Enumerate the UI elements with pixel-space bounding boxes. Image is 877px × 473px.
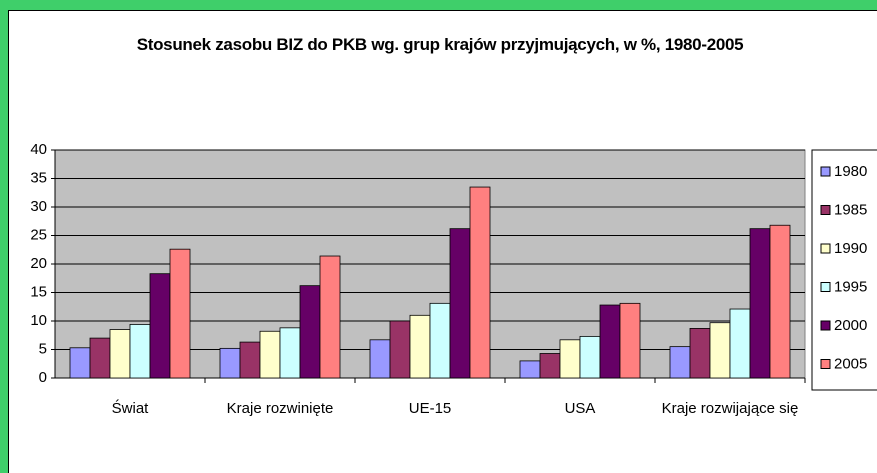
bar — [599, 304, 621, 379]
y-tick-label: 30 — [30, 198, 47, 215]
bar — [319, 255, 341, 379]
bar — [219, 347, 241, 379]
bar — [619, 302, 641, 379]
y-tick-label: 20 — [30, 255, 47, 272]
bar — [729, 308, 751, 379]
bar — [579, 335, 601, 379]
legend-label: 2005 — [834, 355, 867, 372]
bar — [539, 353, 561, 379]
bar — [709, 322, 731, 379]
chart-title: Stosunek zasobu BIZ do PKB wg. grup kraj… — [136, 35, 744, 54]
legend-swatch — [820, 320, 831, 331]
legend-label: 1985 — [834, 201, 867, 218]
bar — [429, 302, 451, 379]
y-tick-label: 0 — [39, 369, 47, 386]
bar — [519, 360, 541, 379]
bar — [409, 314, 431, 379]
x-tick-label: USA — [564, 400, 596, 417]
x-tick-label: Kraje rozwijające się — [661, 400, 799, 417]
bar — [669, 346, 691, 379]
y-tick-label: 40 — [30, 141, 47, 158]
y-tick-label: 5 — [39, 340, 47, 357]
bar — [749, 228, 771, 379]
legend-swatch — [820, 359, 831, 369]
bar — [299, 285, 321, 379]
bar — [369, 339, 391, 379]
bar — [149, 273, 171, 379]
bar — [69, 347, 91, 379]
bar — [559, 339, 581, 379]
legend-label: 1980 — [834, 163, 867, 180]
bar — [129, 324, 151, 379]
legend-swatch — [820, 282, 831, 292]
legend-swatch — [820, 205, 831, 215]
bar — [109, 329, 131, 379]
legend-label: 2000 — [834, 317, 867, 334]
y-tick-label: 15 — [30, 283, 47, 300]
legend-label: 1990 — [834, 240, 867, 257]
bar — [769, 224, 791, 379]
bar — [389, 320, 411, 379]
legend-swatch — [820, 243, 831, 254]
bar — [89, 337, 111, 379]
bar — [449, 228, 471, 379]
x-tick-label: UE-15 — [408, 400, 452, 417]
legend-label: 1995 — [834, 278, 867, 295]
bar — [239, 341, 261, 379]
y-tick-label: 35 — [30, 169, 47, 186]
bar — [469, 186, 491, 379]
x-tick-label: Kraje rozwinięte — [226, 400, 334, 417]
legend-box — [811, 149, 877, 391]
bar — [689, 328, 711, 379]
bar — [169, 248, 191, 379]
y-tick-label: 25 — [30, 226, 47, 243]
legend-swatch — [820, 166, 831, 177]
y-tick-label: 10 — [30, 312, 47, 329]
x-tick-label: Świat — [111, 400, 149, 417]
bar — [279, 327, 301, 379]
bar — [259, 330, 281, 379]
